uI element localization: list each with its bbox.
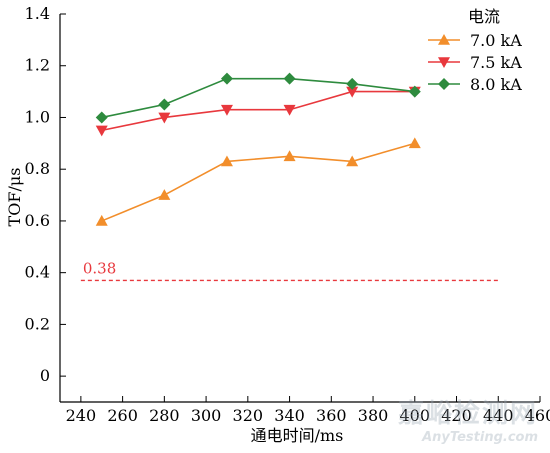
series-line: [101, 142, 416, 222]
data-point: [408, 85, 421, 98]
data-point: [158, 98, 171, 111]
x-tick-label: 240: [66, 406, 97, 425]
watermark-line2: AnyTesting.com: [422, 430, 538, 445]
ticks: 240 260 280 300 320 340 360 380 400 420 440 460 0 0.2…: [25, 4, 550, 425]
x-tick-label: 360: [316, 406, 347, 425]
data-point: [220, 155, 233, 167]
legend-label: 7.5 kA: [470, 53, 522, 72]
y-tick-label: 0.4: [25, 263, 50, 282]
x-tick-label: 260: [107, 406, 138, 425]
data-point: [283, 72, 296, 85]
x-tick-label: 420: [441, 406, 472, 425]
data-point: [408, 137, 421, 149]
legend-marker: [438, 57, 450, 68]
data-point: [346, 86, 359, 98]
watermark: 嘉峪检测网 AnyTesting.com: [398, 393, 538, 445]
legend-item: 7.5 kA: [428, 53, 522, 72]
data-point: [220, 104, 233, 116]
y-tick-label: 0.8: [25, 159, 50, 178]
y-tick-label: 0.6: [25, 211, 50, 230]
data-point: [158, 189, 171, 200]
axes: [59, 14, 540, 403]
x-tick-label: 440: [483, 406, 514, 425]
legend-item: 7.0 kA: [428, 31, 522, 50]
x-tick-label: 280: [149, 406, 180, 425]
y-tick-label: 0: [40, 366, 50, 385]
data-point: [95, 125, 108, 137]
y-tick-label: 0.2: [25, 314, 50, 333]
x-tick-label: 340: [274, 406, 305, 425]
data-point: [346, 155, 359, 167]
legend-label: 7.0 kA: [470, 31, 522, 50]
series-7-5-kA: [95, 86, 421, 137]
reference-line-group: 0.38: [80, 259, 499, 282]
watermark-line1: 嘉峪检测网: [397, 399, 538, 429]
y-tick-label: 1.4: [25, 4, 50, 23]
x-tick-label: 380: [358, 406, 389, 425]
legend-title: 电流: [468, 7, 500, 26]
legend-marker: [438, 78, 450, 90]
data-point: [283, 104, 296, 116]
legend-item: 8.0 kA: [428, 75, 522, 94]
series-line: [101, 77, 415, 119]
legend-label: 8.0 kA: [470, 75, 522, 94]
x-axis-title: 通电时间/ms: [251, 426, 344, 445]
reference-line-label: 0.38: [83, 259, 116, 277]
x-tick-label: 320: [233, 406, 264, 425]
data-point: [283, 150, 296, 162]
y-axis-title: TOF/μs: [5, 168, 24, 227]
series-line: [101, 90, 415, 132]
x-tick-label: 300: [191, 406, 222, 425]
data-point: [95, 214, 108, 226]
x-tick-label: 460: [525, 406, 550, 425]
series-group: [95, 72, 421, 226]
data-point: [220, 72, 233, 85]
y-tick-label: 1.0: [25, 107, 50, 126]
data-point: [158, 112, 171, 124]
series-7-0-kA: [95, 137, 421, 226]
legend-marker: [438, 34, 450, 45]
data-point: [95, 111, 108, 124]
x-tick-label: 400: [400, 406, 431, 425]
series-8-0-kA: [95, 72, 421, 124]
data-point: [346, 77, 359, 90]
y-tick-label: 1.2: [25, 56, 50, 75]
legend: 电流 7.0 kA 7.5 kA 8.0 kA: [428, 7, 522, 94]
